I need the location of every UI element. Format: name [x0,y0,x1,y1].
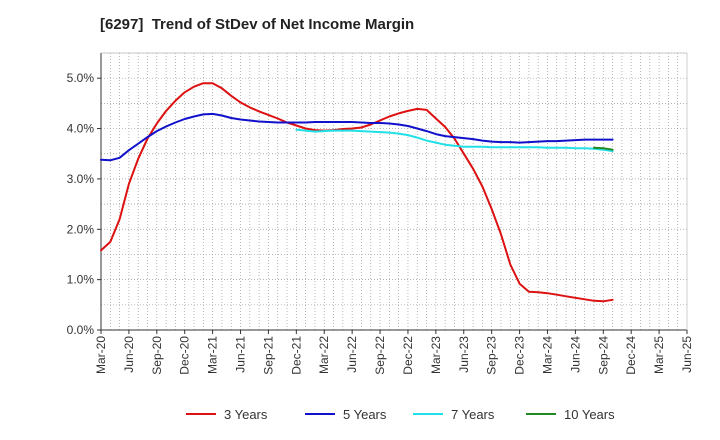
y-tick-label: 0.0% [67,323,95,337]
legend-label: 10 Years [564,407,615,422]
x-tick-label: Jun-23 [457,336,471,373]
x-tick-label: Jun-22 [345,336,359,373]
x-tick-label: Jun-24 [568,336,582,373]
x-tick-label: Mar-25 [652,336,666,374]
x-tick-label: Mar-23 [429,336,443,374]
y-tick-label: 5.0% [67,71,95,85]
series-line-5-years [100,112,614,162]
legend-label: 7 Years [451,407,495,422]
legend-label: 5 Years [343,407,387,422]
y-tick-label: 1.0% [67,273,95,287]
x-tick-label: Dec-21 [289,336,303,375]
x-tick-label: Sep-23 [485,336,499,375]
chart-title: [6297] Trend of StDev of Net Income Marg… [100,16,415,33]
x-tick-label: Mar-20 [94,336,108,374]
x-tick-label: Mar-24 [540,336,554,374]
x-tick-label: Jun-21 [234,336,248,373]
x-tick-label: Jun-20 [122,336,136,373]
y-tick-label: 2.0% [67,222,95,236]
x-tick-label: Mar-21 [206,336,220,374]
series-line-10-years [593,146,614,151]
y-tick-label: 4.0% [67,122,95,136]
x-tick-label: Jun-25 [680,336,694,373]
x-tick-label: Dec-23 [513,336,527,375]
x-tick-label: Sep-22 [373,336,387,375]
x-tick-label: Sep-24 [596,336,610,375]
plot-area [101,53,687,330]
x-tick-label: Mar-22 [317,336,331,374]
x-tick-label: Dec-24 [624,336,638,375]
series-line-7-years [295,128,614,153]
y-tick-label: 3.0% [67,172,95,186]
x-tick-label: Sep-20 [150,336,164,375]
x-tick-label: Dec-22 [401,336,415,375]
x-tick-label: Sep-21 [261,336,275,375]
legend-label: 3 Years [224,407,268,422]
series-line-3-years [100,82,614,303]
x-tick-label: Dec-20 [178,336,192,375]
